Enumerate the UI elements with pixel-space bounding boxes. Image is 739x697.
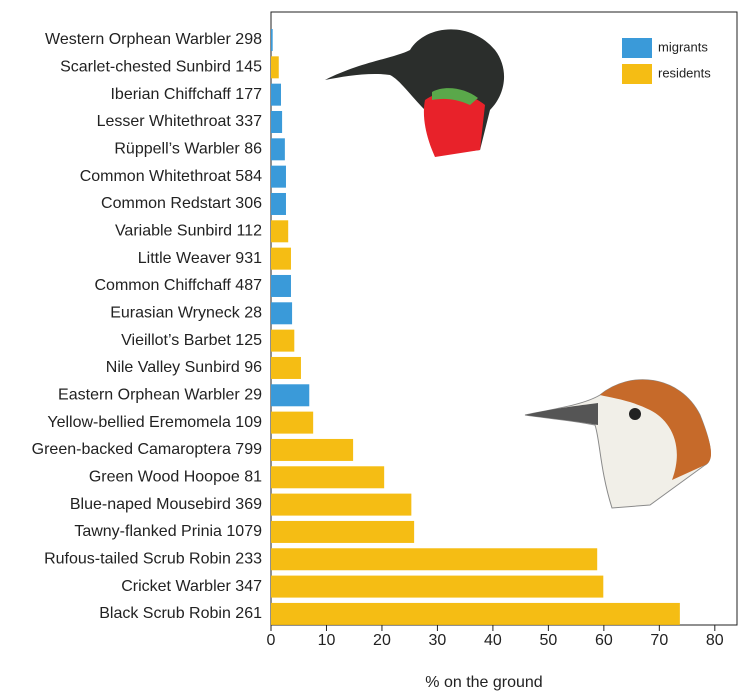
bar: [271, 302, 293, 325]
y-tick-label: Green Wood Hoopoe 81: [89, 468, 262, 485]
legend-swatch: [622, 38, 652, 58]
bar: [271, 438, 354, 461]
x-tick-label: 0: [267, 632, 276, 649]
y-tick-label: Variable Sunbird 112: [115, 223, 262, 240]
bar: [271, 110, 283, 133]
x-tick-label: 60: [595, 632, 613, 649]
legend-label: migrants: [658, 39, 708, 54]
bar: [271, 356, 301, 379]
bar: [271, 220, 289, 243]
y-tick-label: Common Redstart 306: [101, 195, 262, 212]
y-tick-label: Common Chiffchaff 487: [95, 277, 263, 294]
y-tick-label: Rufous-tailed Scrub Robin 233: [44, 550, 262, 567]
y-tick-label: Nile Valley Sunbird 96: [106, 359, 262, 376]
legend-swatch: [622, 64, 652, 84]
bar: [271, 548, 598, 571]
bar: [271, 274, 291, 297]
y-tick-label: Cricket Warbler 347: [121, 578, 262, 595]
y-tick-label: Western Orphean Warbler 298: [45, 31, 262, 48]
bar: [271, 466, 385, 489]
y-tick-label: Lesser Whitethroat 337: [97, 113, 263, 130]
y-tick-label: Vieillot’s Barbet 125: [121, 332, 262, 349]
x-tick-label: 20: [373, 632, 391, 649]
y-tick-label: Black Scrub Robin 261: [99, 605, 262, 622]
bar: [271, 575, 604, 598]
y-tick-label: Little Weaver 931: [138, 250, 262, 267]
y-tick-label: Yellow-bellied Eremomela 109: [47, 414, 262, 431]
y-tick-label: Scarlet-chested Sunbird 145: [60, 59, 262, 76]
x-tick-label: 40: [484, 632, 502, 649]
bar: [271, 192, 286, 215]
bar: [271, 56, 279, 79]
y-tick-label: Eastern Orphean Warbler 29: [58, 387, 262, 404]
bar: [271, 384, 310, 407]
bar: [271, 411, 314, 434]
bird-illustration: [524, 379, 712, 509]
x-tick-label: 80: [706, 632, 724, 649]
x-axis-label: % on the ground: [425, 674, 542, 691]
x-tick-label: 70: [650, 632, 668, 649]
x-tick-label: 30: [429, 632, 447, 649]
bar: [271, 138, 285, 161]
bar: [271, 83, 281, 106]
y-tick-label: Iberian Chiffchaff 177: [110, 86, 262, 103]
bar: [271, 165, 286, 188]
legend-label: residents: [658, 65, 711, 80]
bird-illustration: [325, 29, 505, 157]
y-tick-label: Rüppell’s Warbler 86: [114, 141, 262, 158]
bar: [271, 493, 412, 516]
bar: [271, 329, 295, 352]
bar: [271, 520, 415, 543]
bar: [271, 247, 291, 270]
y-tick-label: Tawny-flanked Prinia 1079: [74, 523, 262, 540]
y-tick-label: Common Whitethroat 584: [80, 168, 262, 185]
x-tick-label: 10: [318, 632, 336, 649]
y-tick-label: Blue-naped Mousebird 369: [70, 496, 262, 513]
bar: [271, 29, 273, 51]
y-tick-label: Green-backed Camaroptera 799: [32, 441, 262, 458]
x-tick-label: 50: [539, 632, 557, 649]
y-tick-label: Eurasian Wryneck 28: [110, 305, 262, 322]
bar: [271, 602, 680, 625]
